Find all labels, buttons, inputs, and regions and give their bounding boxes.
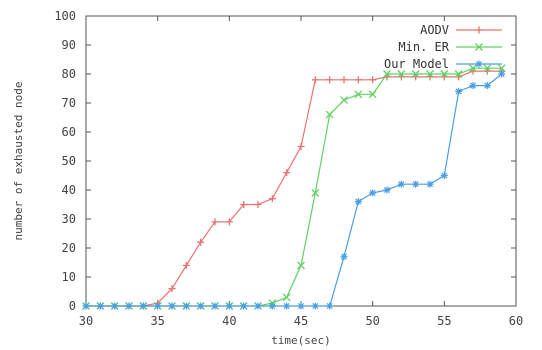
- series-layer: [82, 64, 506, 310]
- data-point: [326, 76, 334, 84]
- data-point: [297, 261, 305, 270]
- data-point: [411, 70, 420, 78]
- legend-label: AODV: [420, 23, 449, 37]
- data-point: [354, 90, 363, 99]
- data-point: [340, 76, 348, 84]
- data-point: [283, 169, 291, 177]
- data-point: [354, 76, 362, 84]
- y-tick-label: 60: [62, 125, 76, 139]
- series-line: [86, 67, 502, 307]
- data-point: [340, 253, 348, 261]
- data-point: [82, 302, 90, 310]
- legend: AODV Min. ER Our Model: [384, 23, 502, 71]
- data-point: [268, 302, 276, 310]
- series-1: [82, 64, 506, 310]
- series-line: [86, 70, 502, 307]
- data-point: [368, 90, 377, 99]
- data-point: [426, 180, 434, 188]
- data-point: [412, 180, 420, 188]
- data-point: [254, 201, 262, 208]
- x-axis-label: time(sec): [271, 334, 331, 347]
- data-point: [454, 70, 463, 78]
- data-point: [483, 82, 491, 90]
- data-point: [211, 302, 219, 310]
- y-axis-label: number of exhausted node: [12, 82, 25, 241]
- data-point: [497, 64, 506, 73]
- y-tick-label: 50: [62, 154, 76, 168]
- data-point: [297, 143, 305, 150]
- data-point: [397, 70, 406, 78]
- data-point: [240, 302, 248, 310]
- data-point: [168, 302, 176, 310]
- y-tick-label: 70: [62, 96, 76, 110]
- data-point: [311, 302, 319, 310]
- data-point: [440, 70, 449, 78]
- data-point: [96, 302, 104, 310]
- y-tick-label: 40: [62, 183, 76, 197]
- x-tick-label: 50: [365, 314, 379, 328]
- x-tick-label: 40: [222, 314, 236, 328]
- data-point: [240, 201, 248, 208]
- data-point: [311, 188, 320, 197]
- data-point: [225, 218, 233, 226]
- data-point: [475, 43, 483, 51]
- data-point: [211, 218, 219, 226]
- y-tick-label: 20: [62, 241, 76, 255]
- legend-label: Min. ER: [398, 40, 449, 54]
- data-point: [225, 302, 233, 310]
- y-tick-label: 0: [69, 299, 76, 313]
- series-2: [82, 70, 506, 310]
- x-tick-label: 30: [79, 314, 93, 328]
- data-point: [340, 96, 348, 105]
- data-point: [311, 76, 319, 84]
- data-point: [125, 302, 133, 310]
- data-point: [383, 70, 391, 78]
- data-point: [182, 302, 190, 310]
- data-point: [254, 302, 262, 310]
- data-point: [426, 70, 434, 78]
- y-tick-label: 100: [54, 9, 76, 23]
- x-tick-label: 60: [509, 314, 523, 328]
- data-point: [354, 198, 362, 206]
- legend-label: Our Model: [384, 57, 449, 71]
- data-point: [440, 172, 448, 179]
- data-point: [297, 302, 305, 310]
- data-point: [469, 64, 477, 73]
- data-point: [154, 302, 162, 310]
- data-point: [469, 82, 477, 90]
- y-tick-label: 90: [62, 38, 76, 52]
- data-point: [369, 76, 377, 84]
- x-tick-label: 45: [294, 314, 308, 328]
- data-point: [383, 186, 391, 194]
- series-0: [82, 67, 506, 310]
- data-point: [455, 87, 463, 95]
- y-tick-label: 80: [62, 67, 76, 81]
- data-point: [282, 293, 291, 302]
- data-point: [268, 195, 276, 203]
- data-point: [369, 189, 377, 197]
- data-point: [325, 110, 334, 119]
- y-tick-label: 30: [62, 212, 76, 226]
- data-point: [139, 302, 147, 310]
- data-point: [182, 261, 190, 269]
- data-point: [475, 26, 483, 34]
- data-point: [397, 180, 405, 188]
- data-point: [283, 302, 291, 310]
- x-tick-label: 55: [437, 314, 451, 328]
- y-tick-label: 10: [62, 270, 76, 284]
- data-point: [475, 60, 483, 68]
- data-point: [197, 302, 205, 310]
- data-point: [326, 302, 334, 310]
- data-point: [498, 70, 506, 78]
- data-point: [168, 285, 176, 293]
- data-point: [483, 64, 492, 73]
- data-point: [197, 238, 205, 246]
- series-line: [86, 73, 503, 307]
- data-point: [111, 302, 119, 310]
- x-tick-label: 35: [150, 314, 164, 328]
